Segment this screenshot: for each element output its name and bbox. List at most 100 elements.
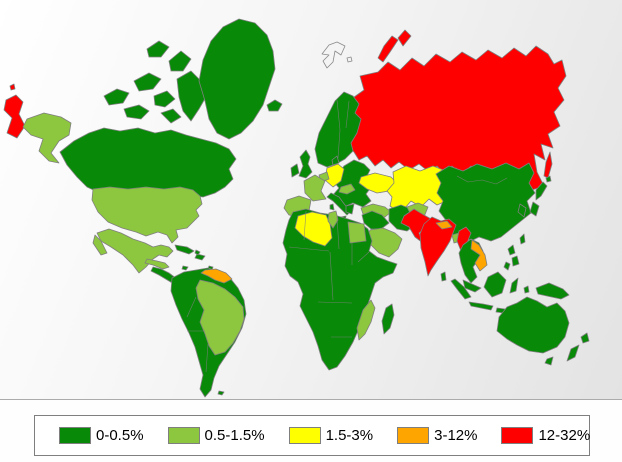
- legend-item-15-3: 1.5-3%: [265, 427, 374, 444]
- region-new-zealand-south: [566, 344, 580, 362]
- region-sardinia: [329, 203, 335, 211]
- legend-item-05-15: 0.5-1.5%: [144, 427, 265, 444]
- legend-item-3-12: 3-12%: [373, 427, 477, 444]
- china-mongolia-border: [456, 175, 508, 185]
- region-bahamas: [194, 249, 201, 256]
- region-canada-arctic-2: [133, 72, 162, 92]
- region-ireland: [290, 163, 300, 178]
- region-greenland: [198, 18, 276, 140]
- legend-strip: 0-0.5% 0.5-1.5% 1.5-3% 3-12%: [0, 399, 622, 462]
- africa-internal-borders: [288, 210, 370, 338]
- legend-swatch-red-icon: [501, 427, 534, 444]
- region-italy: [326, 192, 352, 216]
- region-russia-sakhalin: [543, 151, 553, 179]
- region-jamaica: [181, 265, 189, 271]
- region-japan-honshu: [535, 181, 548, 201]
- region-nepal: [435, 220, 453, 230]
- region-malaysia: [462, 279, 482, 293]
- legend-label-0-05: 0-0.5%: [96, 427, 144, 444]
- region-russia-novaya-zemlya-north: [397, 29, 412, 47]
- region-borneo: [483, 271, 507, 298]
- region-tasmania: [544, 356, 554, 366]
- region-pakistan: [400, 208, 432, 244]
- region-moluccas: [523, 285, 530, 294]
- region-sumatra: [450, 278, 472, 300]
- south-america-internal-borders: [186, 296, 209, 373]
- region-new-zealand-north: [580, 332, 590, 344]
- legend-swatch-dark-green-icon: [59, 427, 91, 444]
- region-algeria: [294, 211, 333, 247]
- legend-swatch-orange: [397, 427, 430, 444]
- region-iceland: [266, 99, 283, 112]
- region-philippines-palawan: [503, 261, 511, 271]
- legend-swatch-red: [501, 427, 534, 444]
- region-japan-kyushu: [529, 201, 540, 217]
- region-tunisia: [327, 210, 339, 229]
- region-russia-chukotka-west: [3, 94, 26, 139]
- region-alaska: [22, 112, 72, 164]
- region-cuba: [174, 244, 195, 255]
- legend-swatch-light-green: [167, 427, 200, 444]
- legend: 0-0.5% 0.5-1.5% 1.5-3% 3-12%: [34, 415, 590, 456]
- region-hispaniola: [194, 253, 206, 261]
- region-vietnam: [470, 239, 488, 272]
- region-philippines-luzon: [507, 244, 516, 256]
- legend-swatch-orange-icon: [397, 427, 430, 444]
- legend-label-05-15: 0.5-1.5%: [204, 427, 265, 444]
- legend-label-12-32: 12-32%: [538, 427, 591, 444]
- region-saudi-arabia: [366, 227, 403, 258]
- region-philippines-visayas: [511, 255, 520, 267]
- region-canada-arctic-7: [146, 40, 170, 58]
- region-china-mongolia: [435, 162, 536, 242]
- region-france: [303, 174, 327, 202]
- region-sulawesi: [509, 277, 519, 294]
- region-russia: [346, 45, 567, 191]
- region-canada-arctic-6: [168, 50, 192, 72]
- region-baja-california: [92, 234, 108, 256]
- region-russia-novaya-zemlya: [377, 35, 399, 63]
- legend-label-15-3: 1.5-3%: [325, 427, 374, 444]
- region-denmark: [331, 155, 340, 166]
- region-taiwan: [519, 233, 526, 245]
- legend-swatch-yellow-icon: [288, 427, 321, 444]
- scandinavia-internal-borders: [336, 99, 350, 159]
- legend-item-0-05: 0-0.5%: [35, 427, 144, 444]
- region-brazil: [195, 279, 245, 356]
- region-canada-arctic-1: [103, 88, 130, 106]
- region-uk: [298, 149, 313, 179]
- region-usa: [91, 186, 203, 244]
- region-new-guinea: [535, 282, 570, 300]
- world-map: [3, 18, 590, 398]
- legend-swatch-yellow: [288, 427, 321, 444]
- legend-swatch-light-green-icon: [167, 427, 200, 444]
- region-svalbard: [321, 41, 346, 69]
- region-japan-hokkaido: [545, 175, 552, 183]
- region-canada-arctic-3: [123, 104, 150, 120]
- region-india: [419, 216, 457, 277]
- region-madagascar: [381, 303, 395, 335]
- region-mexico: [96, 228, 174, 274]
- legend-item-12-32: 12-32%: [477, 427, 590, 444]
- region-falklands: [217, 390, 225, 396]
- region-canada-arctic-4: [153, 90, 176, 108]
- region-venezuela: [200, 268, 233, 284]
- region-australia: [496, 296, 570, 354]
- region-svalbard-east-island: [346, 56, 353, 63]
- region-scandinavia: [314, 91, 362, 168]
- region-middle-east: [361, 210, 390, 230]
- region-mozambique-zimbabwe: [356, 299, 376, 341]
- region-russia-wrangel: [9, 83, 16, 91]
- region-greece: [345, 203, 355, 215]
- map-plot-area: [0, 0, 622, 399]
- region-guatemala-honduras: [144, 258, 170, 270]
- region-sri-lanka: [440, 271, 447, 282]
- map-layer: [3, 18, 590, 398]
- legend-label-3-12: 3-12%: [434, 427, 478, 444]
- region-canada-arctic-5: [160, 108, 182, 124]
- region-hungary-austria: [338, 183, 356, 195]
- region-korea: [517, 203, 527, 218]
- legend-swatch-dark-green: [59, 427, 91, 444]
- region-java: [468, 301, 494, 311]
- region-egypt: [347, 221, 367, 244]
